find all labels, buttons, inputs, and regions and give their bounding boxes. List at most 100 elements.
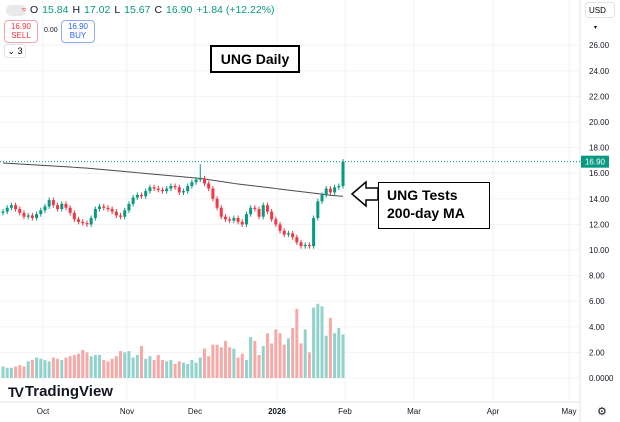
candle-body <box>56 205 60 210</box>
volume-bar <box>35 357 39 378</box>
volume-bar <box>211 344 215 378</box>
candle-body <box>312 218 316 247</box>
volume-bar <box>77 353 81 378</box>
candle-body <box>211 188 215 199</box>
candle-body <box>198 178 202 180</box>
volume-bar <box>177 361 181 378</box>
volume-bar <box>316 303 320 378</box>
buy-button[interactable]: 16.90 BUY <box>61 20 95 43</box>
volume-bar <box>190 360 194 378</box>
candle-body <box>156 188 160 190</box>
sell-label: SELL <box>11 31 31 40</box>
candle-body <box>110 209 114 212</box>
volume-bar <box>60 360 64 378</box>
volume-bar <box>81 349 85 378</box>
volume-bar <box>173 363 177 378</box>
candle-body <box>307 244 311 247</box>
symbol-toggle-icon[interactable]: ≈ <box>6 4 26 16</box>
volume-bar <box>328 317 332 378</box>
volume-bar <box>114 356 118 378</box>
candle-body <box>131 197 135 204</box>
candle-body <box>232 218 236 221</box>
low-value: 15.67 <box>124 4 151 16</box>
y-tick-label: 4.00 <box>589 323 605 332</box>
settings-gear-icon[interactable]: ⚙ <box>597 406 607 418</box>
volume-bar <box>249 337 253 378</box>
volume-bar <box>181 362 185 378</box>
candle-body <box>26 215 30 217</box>
candle-body <box>295 237 299 243</box>
indicators-count: 3 <box>17 46 23 56</box>
volume-bar <box>26 361 30 378</box>
y-tick-label: 12.00 <box>589 220 610 229</box>
volume-bar <box>236 357 240 378</box>
volume-bar <box>5 367 9 378</box>
candle-body <box>244 214 248 225</box>
candle-body <box>181 191 185 193</box>
close-label: C <box>154 4 163 16</box>
candle-body <box>60 203 64 210</box>
candle-body <box>202 178 206 184</box>
volume-bar <box>278 333 282 378</box>
x-tick-label: Apr <box>487 407 500 416</box>
volume-bar <box>282 344 286 378</box>
candle-body <box>186 186 190 192</box>
volume-bar <box>135 354 139 378</box>
x-tick-label: Dec <box>188 407 202 416</box>
x-tick-label: Oct <box>37 407 50 416</box>
volume-bar <box>127 351 131 378</box>
candle-body <box>169 186 173 189</box>
candle-body <box>223 216 227 220</box>
tradingview-logo[interactable]: TV TradingView <box>8 383 113 400</box>
buy-label: BUY <box>69 31 87 40</box>
volume-bar <box>18 365 22 378</box>
indicators-collapse-button[interactable]: ⌄ 3 <box>4 44 26 58</box>
y-tick-label: 24.00 <box>589 67 610 76</box>
volume-bar <box>228 347 232 378</box>
volume-bar <box>47 361 51 378</box>
x-tick-label: Feb <box>338 407 352 416</box>
volume-bar <box>39 358 43 378</box>
volume-bar <box>56 358 60 378</box>
volume-bar <box>337 328 341 378</box>
x-tick-label: May <box>561 407 576 416</box>
candle-body <box>291 233 295 238</box>
chart-title-annotation: UNG Daily <box>210 45 300 73</box>
logo-text: TradingView <box>24 383 113 400</box>
candle-body <box>81 221 85 224</box>
volume-bar <box>198 357 202 378</box>
volume-bar <box>286 338 290 378</box>
candle-body <box>270 211 274 220</box>
ma200-line <box>2 162 344 197</box>
candle-body <box>173 186 177 188</box>
high-label: H <box>72 4 81 16</box>
volume-bar <box>51 357 55 378</box>
y-tick-label: 22.00 <box>589 92 610 101</box>
candle-body <box>148 187 152 192</box>
candle-body <box>85 223 89 225</box>
sell-price: 16.90 <box>10 22 32 31</box>
volume-bar <box>257 354 261 378</box>
volume-bar <box>85 352 89 378</box>
spread: 0.00 <box>44 27 58 34</box>
volume-bar <box>307 352 311 378</box>
candle-body <box>93 209 97 218</box>
y-tick-label: 20.00 <box>589 118 610 127</box>
volume-bar <box>253 340 257 378</box>
low-label: L <box>114 4 121 16</box>
candle-body <box>303 244 307 247</box>
volume-bar <box>207 356 211 378</box>
candle-body <box>341 161 345 186</box>
sell-button[interactable]: 16.90 SELL <box>4 20 38 43</box>
currency-select[interactable]: USD ▾ <box>585 2 615 31</box>
chevron-down-icon: ▾ <box>594 25 598 31</box>
candle-body <box>9 205 13 208</box>
volume-bar <box>68 356 72 378</box>
candle-body <box>333 187 337 193</box>
candle-body <box>51 200 55 206</box>
candle-body <box>215 198 219 208</box>
callout-annotation: UNG Tests 200-day MA <box>378 182 490 229</box>
volume-bar <box>312 307 316 378</box>
ohlc-legend: ≈ O 15.84 H 17.02 L 15.67 C 16.90 +1.84 (+12… <box>6 4 275 16</box>
